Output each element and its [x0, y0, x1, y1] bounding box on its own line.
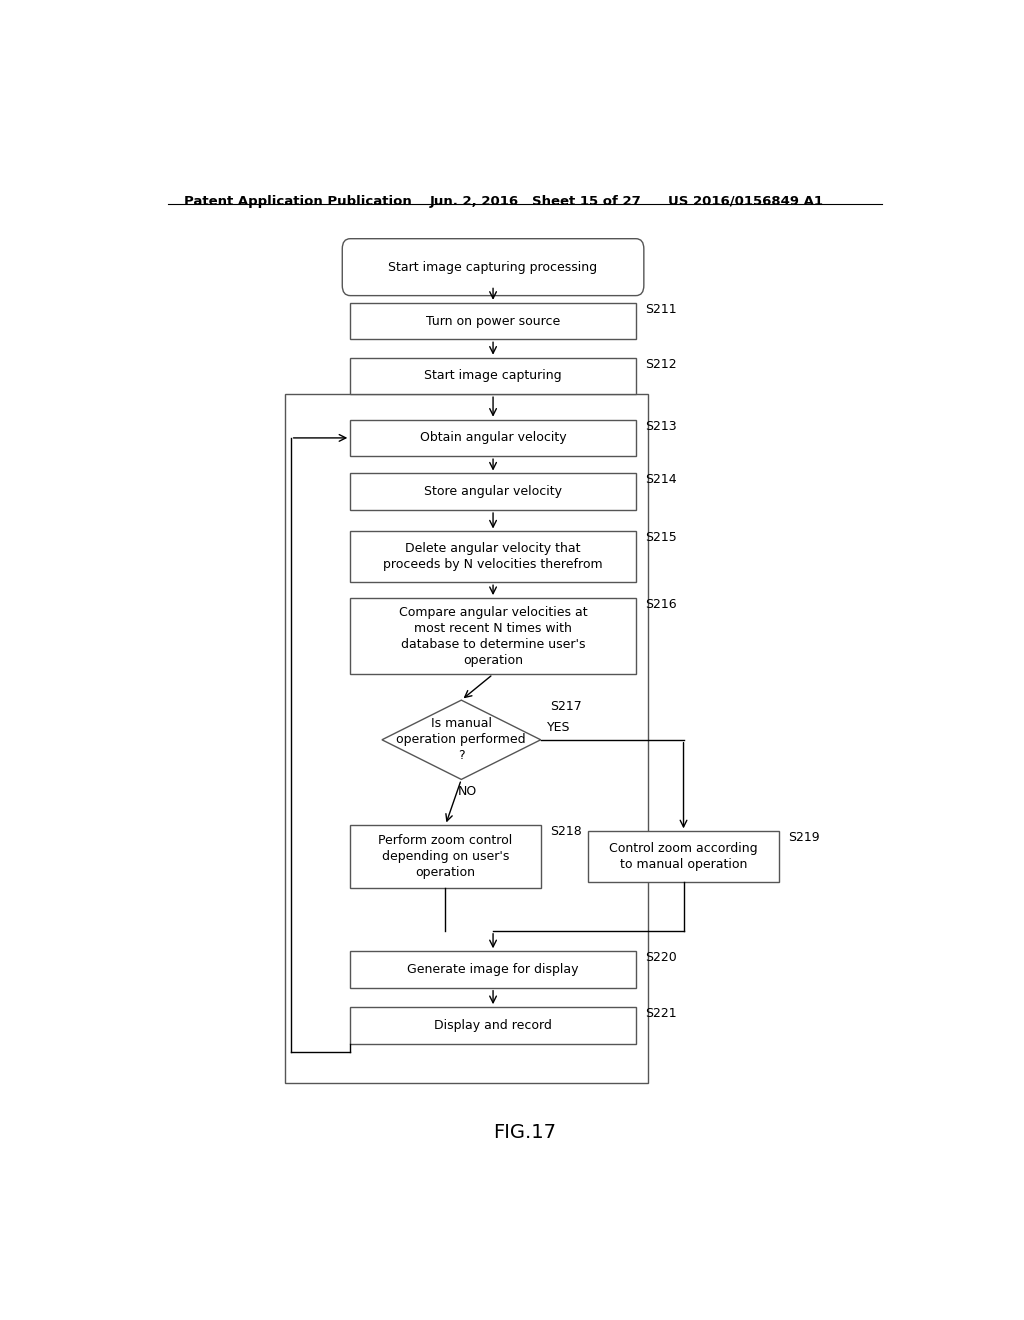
Text: Obtain angular velocity: Obtain angular velocity — [420, 432, 566, 445]
Text: Patent Application Publication: Patent Application Publication — [183, 195, 412, 209]
Text: S218: S218 — [550, 825, 582, 838]
Text: YES: YES — [547, 721, 570, 734]
Text: Delete angular velocity that
proceeds by N velocities therefrom: Delete angular velocity that proceeds by… — [383, 543, 603, 572]
Text: S220: S220 — [645, 952, 677, 964]
Bar — [350, 952, 636, 987]
Text: S212: S212 — [645, 358, 677, 371]
Text: Start image capturing: Start image capturing — [424, 370, 562, 383]
Text: Perform zoom control
depending on user's
operation: Perform zoom control depending on user's… — [378, 834, 513, 879]
Bar — [350, 474, 636, 510]
Text: Display and record: Display and record — [434, 1019, 552, 1032]
Text: Compare angular velocities at
most recent N times with
database to determine use: Compare angular velocities at most recen… — [398, 606, 588, 667]
Bar — [350, 825, 541, 888]
Polygon shape — [382, 700, 541, 779]
Bar — [350, 598, 636, 675]
Bar — [285, 395, 648, 1084]
Bar — [350, 420, 636, 457]
Text: S211: S211 — [645, 302, 677, 315]
Bar — [350, 302, 636, 339]
Text: Start image capturing processing: Start image capturing processing — [388, 260, 598, 273]
Text: US 2016/0156849 A1: US 2016/0156849 A1 — [668, 195, 822, 209]
Text: Turn on power source: Turn on power source — [426, 314, 560, 327]
Text: S217: S217 — [550, 700, 582, 713]
Bar — [350, 358, 636, 395]
Text: Store angular velocity: Store angular velocity — [424, 486, 562, 498]
Text: S214: S214 — [645, 474, 677, 487]
Text: S219: S219 — [788, 832, 820, 845]
Text: Generate image for display: Generate image for display — [408, 964, 579, 975]
Bar — [588, 832, 778, 882]
Text: S215: S215 — [645, 532, 677, 544]
Text: S213: S213 — [645, 420, 677, 433]
Text: Jun. 2, 2016   Sheet 15 of 27: Jun. 2, 2016 Sheet 15 of 27 — [430, 195, 641, 209]
Text: S216: S216 — [645, 598, 677, 611]
Text: NO: NO — [458, 784, 476, 797]
FancyBboxPatch shape — [342, 239, 644, 296]
Text: Is manual
operation performed
?: Is manual operation performed ? — [396, 717, 526, 762]
Text: FIG.17: FIG.17 — [494, 1122, 556, 1142]
Text: Control zoom according
to manual operation: Control zoom according to manual operati… — [609, 842, 758, 871]
Bar — [350, 1007, 636, 1044]
Text: S221: S221 — [645, 1007, 677, 1020]
Bar — [350, 532, 636, 582]
